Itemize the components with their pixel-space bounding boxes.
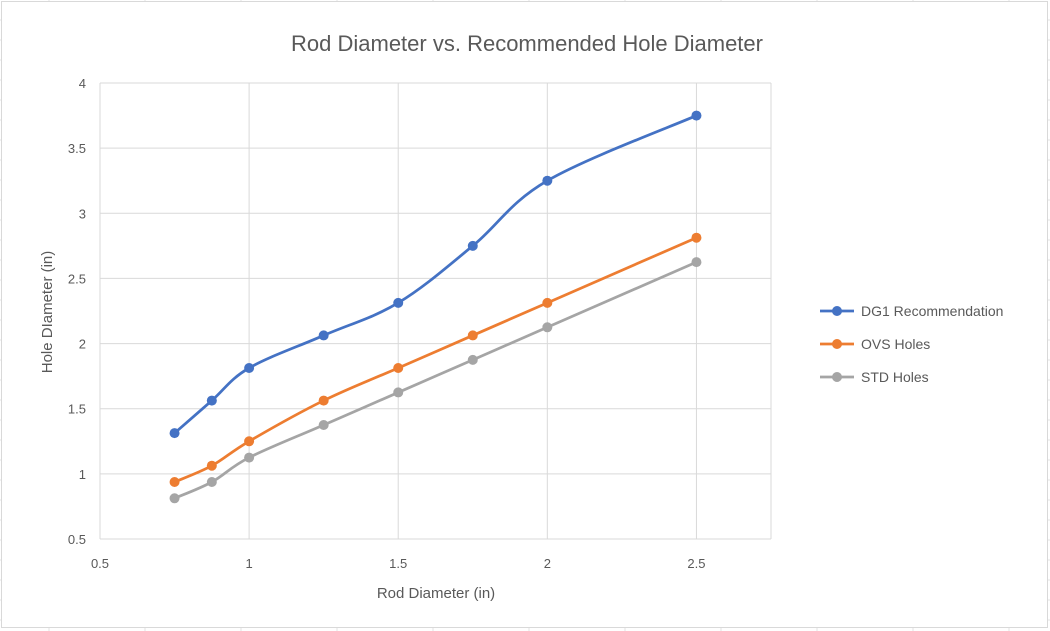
- data-point-dg1-recommendation: [542, 175, 553, 186]
- x-tick-label: 2.5: [687, 556, 705, 571]
- data-point-dg1-recommendation: [467, 240, 478, 251]
- data-point-ovs-holes: [244, 436, 255, 447]
- y-axis-title: Hole DIameter (in): [39, 251, 56, 374]
- series-line-std-holes: [173, 260, 698, 500]
- x-tick-label: 2: [544, 556, 551, 571]
- x-tick-label: 1: [245, 556, 252, 571]
- y-tick-label: 1.5: [68, 402, 86, 417]
- data-point-dg1-recommendation: [169, 428, 180, 439]
- data-point-dg1-recommendation: [393, 297, 404, 308]
- data-point-dg1-recommendation: [318, 330, 329, 341]
- data-point-std-holes: [318, 420, 329, 430]
- data-point-std-holes: [393, 387, 404, 398]
- axis-tick-labels: 0.5 1 1.5 2 2.5 3 3.5 4 0.5 1 1.5 2 2.5: [68, 76, 706, 571]
- series-line-dg1-recommendation: [173, 114, 698, 435]
- chart-title: Rod Diameter vs. Recommended Hole Diamet…: [291, 31, 763, 56]
- y-tick-label: 3: [79, 206, 86, 221]
- data-point-std-holes: [691, 257, 702, 268]
- legend-label-dg1-recommendation: DG1 Recommendation: [861, 303, 1003, 319]
- y-tick-label: 2.5: [68, 271, 86, 286]
- data-point-dg1-recommendation: [206, 395, 217, 406]
- data-point-ovs-holes: [393, 363, 404, 373]
- series-line-ovs-holes: [173, 236, 698, 484]
- legend-label-ovs-holes: OVS Holes: [861, 336, 930, 352]
- legend-marker-std-holes: [832, 372, 842, 382]
- y-tick-label: 2: [79, 337, 86, 352]
- data-point-dg1-recommendation: [691, 110, 702, 121]
- y-tick-label: 3.5: [68, 141, 86, 156]
- x-tick-label: 1.5: [389, 556, 407, 571]
- data-point-ovs-holes: [206, 460, 217, 471]
- legend-label-std-holes: STD Holes: [861, 369, 929, 385]
- y-tick-label: 4: [79, 76, 86, 91]
- data-point-ovs-holes: [542, 297, 553, 308]
- y-tick-label: 0.5: [68, 532, 86, 547]
- data-point-ovs-holes: [467, 330, 478, 341]
- data-point-std-holes: [169, 493, 180, 504]
- data-point-ovs-holes: [169, 477, 180, 487]
- data-point-ovs-holes: [691, 232, 702, 243]
- data-point-ovs-holes: [318, 395, 329, 406]
- data-point-std-holes: [542, 322, 553, 333]
- legend: DG1 Recommendation OVS Holes STD Holes: [820, 303, 1003, 385]
- x-axis-title: Rod Diameter (in): [377, 585, 495, 602]
- plot-series: [169, 110, 702, 504]
- y-tick-label: 1: [79, 467, 86, 482]
- legend-marker-dg1-recommendation: [832, 306, 842, 316]
- data-point-std-holes: [206, 477, 217, 487]
- legend-marker-ovs-holes: [832, 339, 842, 349]
- data-point-dg1-recommendation: [244, 363, 255, 373]
- x-tick-label: 0.5: [91, 556, 109, 571]
- data-point-std-holes: [467, 354, 478, 365]
- data-point-std-holes: [244, 452, 255, 463]
